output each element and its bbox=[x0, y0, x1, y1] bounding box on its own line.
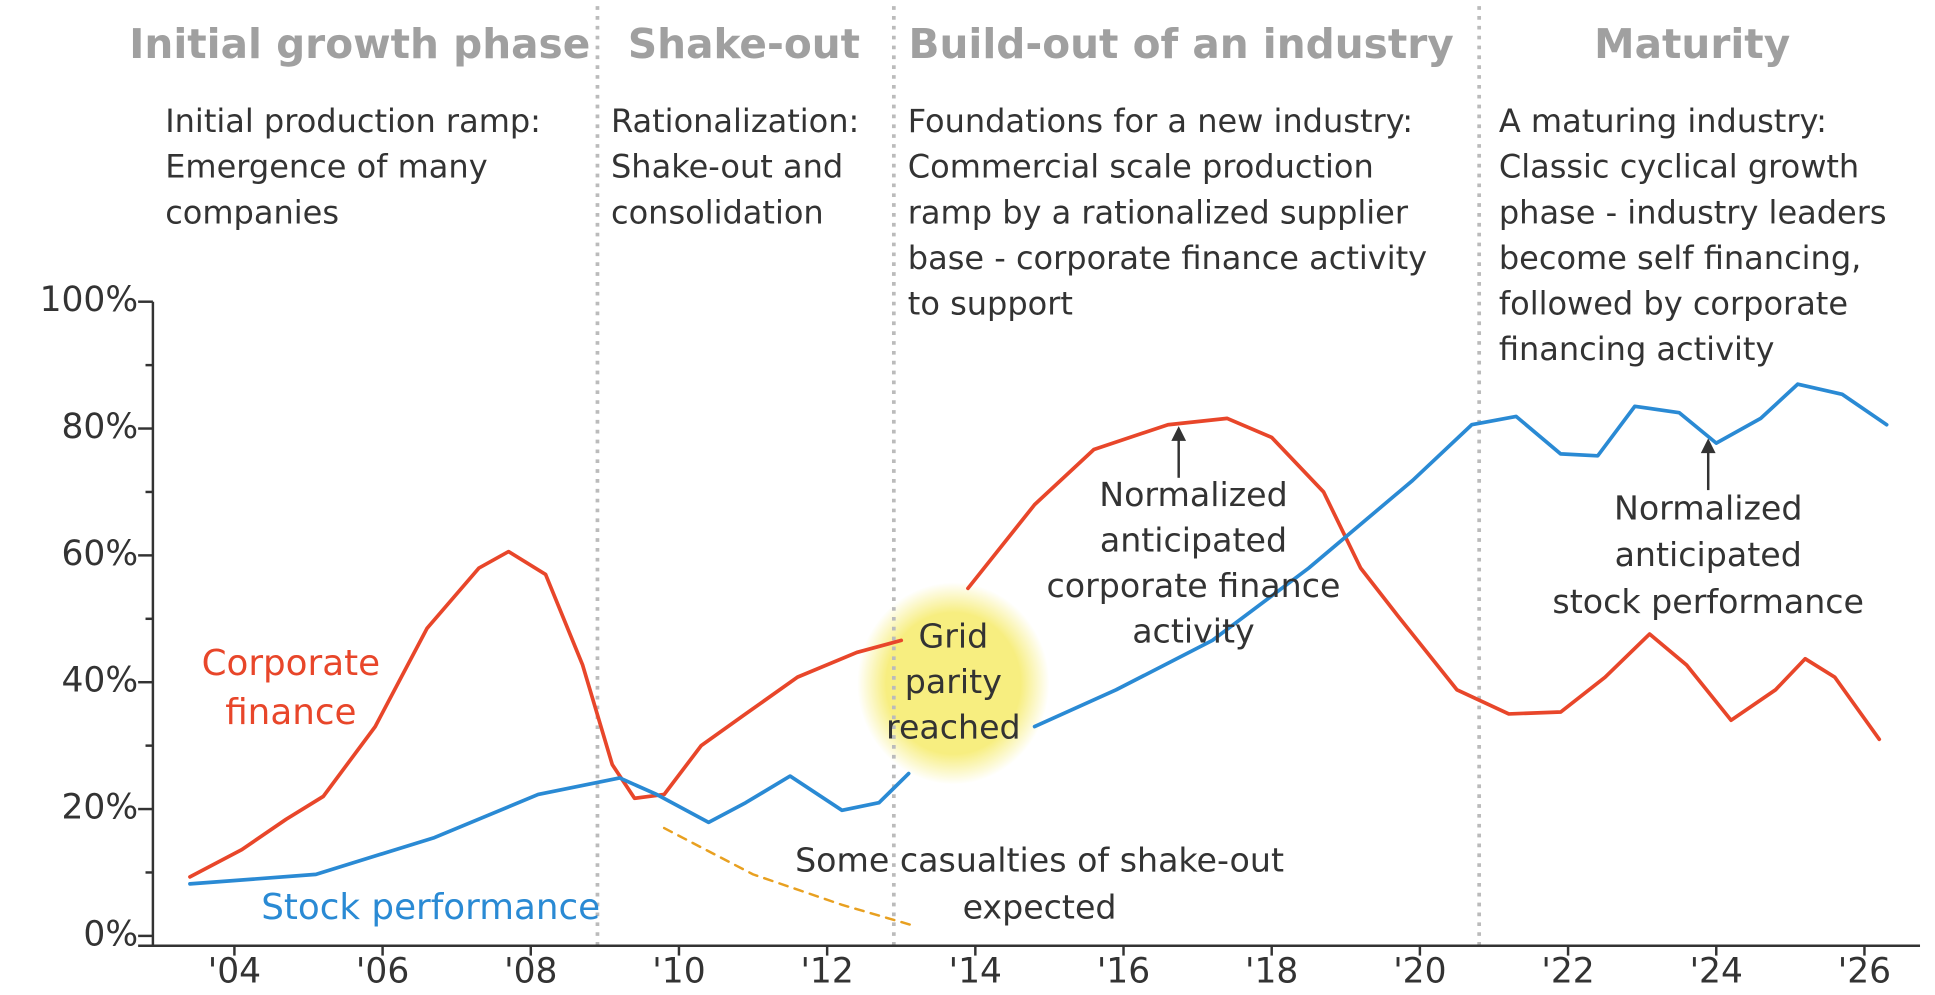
x-tick-label: '24 bbox=[1690, 951, 1743, 991]
series-label: finance bbox=[225, 692, 356, 733]
phase-title: Initial growth phase bbox=[129, 20, 590, 68]
phase-description: Emergence of many bbox=[165, 148, 487, 186]
phase-description: Foundations for a new industry: bbox=[908, 102, 1413, 140]
y-tick-label: 20% bbox=[62, 788, 139, 828]
annotation: corporate finance bbox=[1047, 566, 1341, 605]
phase-description: to support bbox=[908, 284, 1073, 322]
annotation: activity bbox=[1132, 611, 1255, 650]
phase-description: phase - industry leaders bbox=[1499, 193, 1887, 231]
x-tick-label: '22 bbox=[1541, 951, 1594, 991]
phase-description: A maturing industry: bbox=[1499, 102, 1827, 140]
x-tick-label: '12 bbox=[800, 951, 853, 991]
x-tick-label: '06 bbox=[356, 951, 409, 991]
arrow-head bbox=[1700, 438, 1716, 454]
phase-description: ramp by a rationalized supplier bbox=[908, 193, 1409, 231]
grid-parity-glow bbox=[857, 582, 1050, 785]
x-tick-label: '08 bbox=[504, 951, 557, 991]
annotation: anticipated bbox=[1615, 535, 1802, 574]
annotation: parity bbox=[905, 662, 1002, 701]
x-tick-label: '10 bbox=[652, 951, 705, 991]
y-tick-label: 40% bbox=[62, 661, 139, 701]
annotation: Some casualties of shake-out bbox=[795, 841, 1284, 880]
phase-description: Classic cyclical growth bbox=[1499, 148, 1859, 186]
annotation: Normalized bbox=[1099, 475, 1287, 514]
phase-description: become self financing, bbox=[1499, 239, 1861, 277]
casualty-line bbox=[662, 826, 918, 928]
series-line bbox=[188, 416, 1882, 879]
series-label: Corporate bbox=[202, 643, 380, 684]
phase-description: followed by corporate bbox=[1499, 284, 1848, 322]
annotation: expected bbox=[963, 887, 1117, 926]
y-tick-label: 0% bbox=[83, 914, 138, 954]
annotation: stock performance bbox=[1552, 582, 1864, 621]
x-tick-label: '04 bbox=[208, 951, 261, 991]
phase-description: companies bbox=[165, 193, 339, 231]
phase-title: Shake-out bbox=[628, 20, 860, 68]
phase-title: Maturity bbox=[1594, 20, 1790, 68]
x-tick-label: '18 bbox=[1245, 951, 1298, 991]
y-tick-label: 100% bbox=[40, 280, 139, 320]
annotation: reached bbox=[886, 708, 1021, 747]
phase-description: consolidation bbox=[611, 193, 824, 231]
annotation: Normalized bbox=[1614, 488, 1802, 527]
x-tick-label: '20 bbox=[1393, 951, 1446, 991]
phase-description: Commercial scale production bbox=[908, 148, 1374, 186]
annotation: Grid bbox=[918, 616, 988, 655]
x-tick-label: '26 bbox=[1838, 951, 1891, 991]
phase-title: Build-out of an industry bbox=[909, 20, 1454, 68]
x-tick-label: '16 bbox=[1097, 951, 1150, 991]
x-tick-label: '14 bbox=[949, 951, 1002, 991]
series-label: Stock performance bbox=[261, 887, 600, 928]
phase-description: Initial production ramp: bbox=[165, 102, 541, 140]
phase-description: Shake-out and bbox=[611, 148, 843, 186]
annotation: anticipated bbox=[1100, 520, 1287, 559]
y-tick-label: 60% bbox=[62, 534, 139, 574]
phase-description: base - corporate finance activity bbox=[908, 239, 1427, 277]
series-line bbox=[188, 382, 1889, 886]
y-tick-label: 80% bbox=[62, 407, 139, 447]
phase-description: Rationalization: bbox=[611, 102, 859, 140]
phase-description: financing activity bbox=[1499, 330, 1775, 368]
arrow-head bbox=[1171, 426, 1187, 441]
